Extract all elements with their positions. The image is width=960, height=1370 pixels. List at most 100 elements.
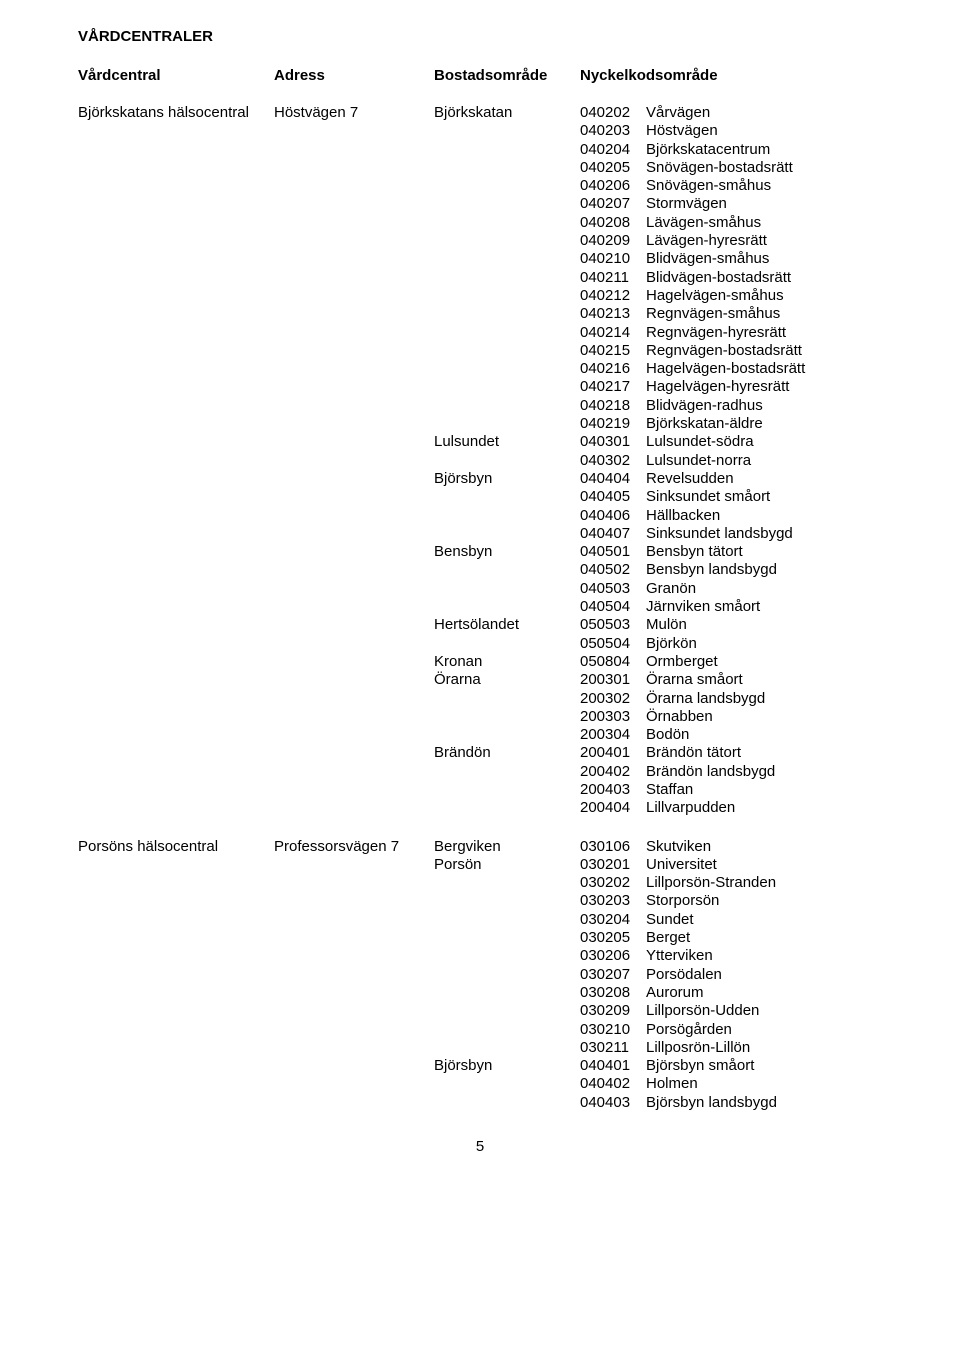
table-row: Björkskatans hälsocentralHöstvägen 7Björ… [78, 104, 882, 122]
table-row: 040405Sinksundet småort [78, 488, 882, 506]
name-cell: Lillporsön-Stranden [646, 874, 882, 892]
code-cell: 040407 [580, 525, 646, 543]
code-cell: 200402 [580, 763, 646, 781]
adress-cell [274, 269, 434, 287]
vardcentral-cell [78, 984, 274, 1002]
vardcentral-cell [78, 470, 274, 488]
name-cell: Lävägen-hyresrätt [646, 232, 882, 250]
name-cell: Sundet [646, 911, 882, 929]
column-headers: Vårdcentral Adress Bostadsområde Nyckelk… [78, 67, 882, 84]
vardcentral-cell [78, 744, 274, 762]
table-row: 040403Björsbyn landsbygd [78, 1094, 882, 1112]
table-row: 040206Snövägen-småhus [78, 177, 882, 195]
code-cell: 030201 [580, 856, 646, 874]
name-cell: Skutviken [646, 838, 882, 856]
bostads-cell [434, 561, 580, 579]
vardcentral-cell [78, 874, 274, 892]
code-cell: 200301 [580, 671, 646, 689]
bostads-cell [434, 690, 580, 708]
table-row: 030210Porsögården [78, 1021, 882, 1039]
vardcentral-cell: Porsöns hälsocentral [78, 838, 274, 856]
table-row: 040212Hagelvägen-småhus [78, 287, 882, 305]
name-cell: Björsbyn småort [646, 1057, 882, 1075]
adress-cell [274, 947, 434, 965]
vardcentral-cell [78, 726, 274, 744]
code-cell: 200403 [580, 781, 646, 799]
name-cell: Revelsudden [646, 470, 882, 488]
name-cell: Björkön [646, 635, 882, 653]
adress-cell [274, 324, 434, 342]
adress-cell [274, 856, 434, 874]
bostads-cell [434, 250, 580, 268]
name-cell: Järnviken småort [646, 598, 882, 616]
bostads-cell [434, 1094, 580, 1112]
code-cell: 040217 [580, 378, 646, 396]
table-row: 040217Hagelvägen-hyresrätt [78, 378, 882, 396]
code-cell: 030204 [580, 911, 646, 929]
vardcentral-cell [78, 397, 274, 415]
vardcentral-cell [78, 141, 274, 159]
vardcentral-cell [78, 269, 274, 287]
table-row: 040203Höstvägen [78, 122, 882, 140]
bostads-cell: Björsbyn [434, 1057, 580, 1075]
name-cell: Höstvägen [646, 122, 882, 140]
bostads-cell: Örarna [434, 671, 580, 689]
bostads-cell: Bergviken [434, 838, 580, 856]
adress-cell [274, 892, 434, 910]
table-row: 200402Brändön landsbygd [78, 763, 882, 781]
bostads-cell: Björkskatan [434, 104, 580, 122]
adress-cell [274, 1021, 434, 1039]
vardcentral-cell [78, 616, 274, 634]
page-number: 5 [78, 1138, 882, 1155]
vardcentral-cell [78, 580, 274, 598]
name-cell: Brändön tätort [646, 744, 882, 762]
adress-cell [274, 874, 434, 892]
code-cell: 040205 [580, 159, 646, 177]
adress-cell [274, 214, 434, 232]
name-cell: Mulön [646, 616, 882, 634]
bostads-cell: Lulsundet [434, 433, 580, 451]
bostads-cell [434, 781, 580, 799]
adress-cell [274, 561, 434, 579]
adress-cell [274, 177, 434, 195]
adress-cell [274, 635, 434, 653]
adress-cell [274, 781, 434, 799]
code-cell: 040213 [580, 305, 646, 323]
bostads-cell [434, 214, 580, 232]
vardcentral-cell [78, 653, 274, 671]
vardcentral-cell [78, 1075, 274, 1093]
adress-cell [274, 966, 434, 984]
vardcentral-cell [78, 360, 274, 378]
adress-cell: Höstvägen 7 [274, 104, 434, 122]
bostads-cell [434, 360, 580, 378]
name-cell: Aurorum [646, 984, 882, 1002]
code-cell: 030206 [580, 947, 646, 965]
vardcentral-cell [78, 856, 274, 874]
vardcentral-cell [78, 911, 274, 929]
code-cell: 040210 [580, 250, 646, 268]
bostads-cell [434, 966, 580, 984]
vardcentral-cell [78, 525, 274, 543]
table-row: 040211Blidvägen-bostadsrätt [78, 269, 882, 287]
vardcentral-cell [78, 966, 274, 984]
adress-cell [274, 415, 434, 433]
name-cell: Björkskatan-äldre [646, 415, 882, 433]
code-cell: 200401 [580, 744, 646, 762]
code-cell: 200303 [580, 708, 646, 726]
vardcentral-cell [78, 892, 274, 910]
table-row: 040502Bensbyn landsbygd [78, 561, 882, 579]
bostads-cell [434, 415, 580, 433]
table-row: Björsbyn040401Björsbyn småort [78, 1057, 882, 1075]
name-cell: Lävägen-småhus [646, 214, 882, 232]
bostads-cell: Hertsölandet [434, 616, 580, 634]
adress-cell [274, 653, 434, 671]
table-row: 030207Porsödalen [78, 966, 882, 984]
code-cell: 040214 [580, 324, 646, 342]
code-cell: 040405 [580, 488, 646, 506]
section: Porsöns hälsocentralProfessorsvägen 7Ber… [78, 838, 882, 1112]
bostads-cell [434, 1039, 580, 1057]
table-row: Örarna200301Örarna småort [78, 671, 882, 689]
bostads-cell [434, 635, 580, 653]
bostads-cell [434, 177, 580, 195]
bostads-cell: Bensbyn [434, 543, 580, 561]
